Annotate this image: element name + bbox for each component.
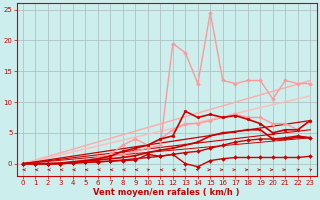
X-axis label: Vent moyen/en rafales ( km/h ): Vent moyen/en rafales ( km/h ): [93, 188, 240, 197]
